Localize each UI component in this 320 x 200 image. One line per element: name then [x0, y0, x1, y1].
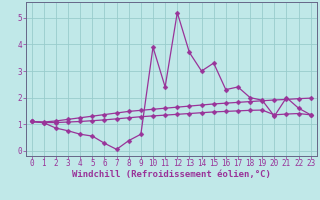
X-axis label: Windchill (Refroidissement éolien,°C): Windchill (Refroidissement éolien,°C): [72, 170, 271, 179]
